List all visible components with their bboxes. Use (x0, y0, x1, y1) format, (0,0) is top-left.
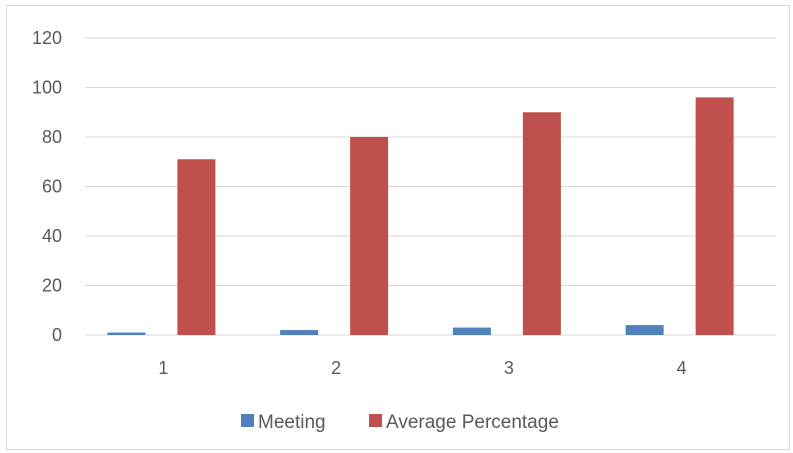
y-tick-label: 0 (52, 325, 62, 345)
legend-swatch (369, 414, 382, 427)
bar-average-percentage-3 (522, 112, 561, 335)
bar-meeting-2 (280, 330, 319, 335)
bar-average-percentage-1 (177, 159, 216, 335)
legend-label: Average Percentage (386, 412, 559, 433)
y-tick-label: 60 (42, 177, 62, 197)
bar-average-percentage-2 (350, 137, 389, 335)
x-tick-label: 2 (331, 358, 341, 378)
x-tick-label: 1 (158, 358, 168, 378)
x-axis-tick-labels: 1 2 3 4 (158, 358, 686, 378)
x-tick-label: 4 (677, 358, 687, 378)
legend-swatch (241, 414, 254, 427)
x-tick-label: 3 (504, 358, 514, 378)
y-tick-label: 20 (42, 276, 62, 296)
y-tick-label: 80 (42, 127, 62, 147)
bars (107, 97, 734, 336)
y-tick-label: 120 (32, 28, 62, 48)
legend: Meeting Average Percentage (241, 412, 559, 433)
y-tick-label: 100 (32, 78, 62, 98)
bar-average-percentage-4 (695, 97, 734, 336)
bar-meeting-4 (625, 325, 664, 335)
y-tick-label: 40 (42, 226, 62, 246)
chart-frame (6, 5, 790, 450)
y-axis-tick-labels: 0 20 40 60 80 100 120 (32, 28, 62, 345)
legend-label: Meeting (258, 412, 326, 433)
bar-meeting-3 (452, 327, 491, 335)
bar-meeting-1 (107, 332, 146, 335)
